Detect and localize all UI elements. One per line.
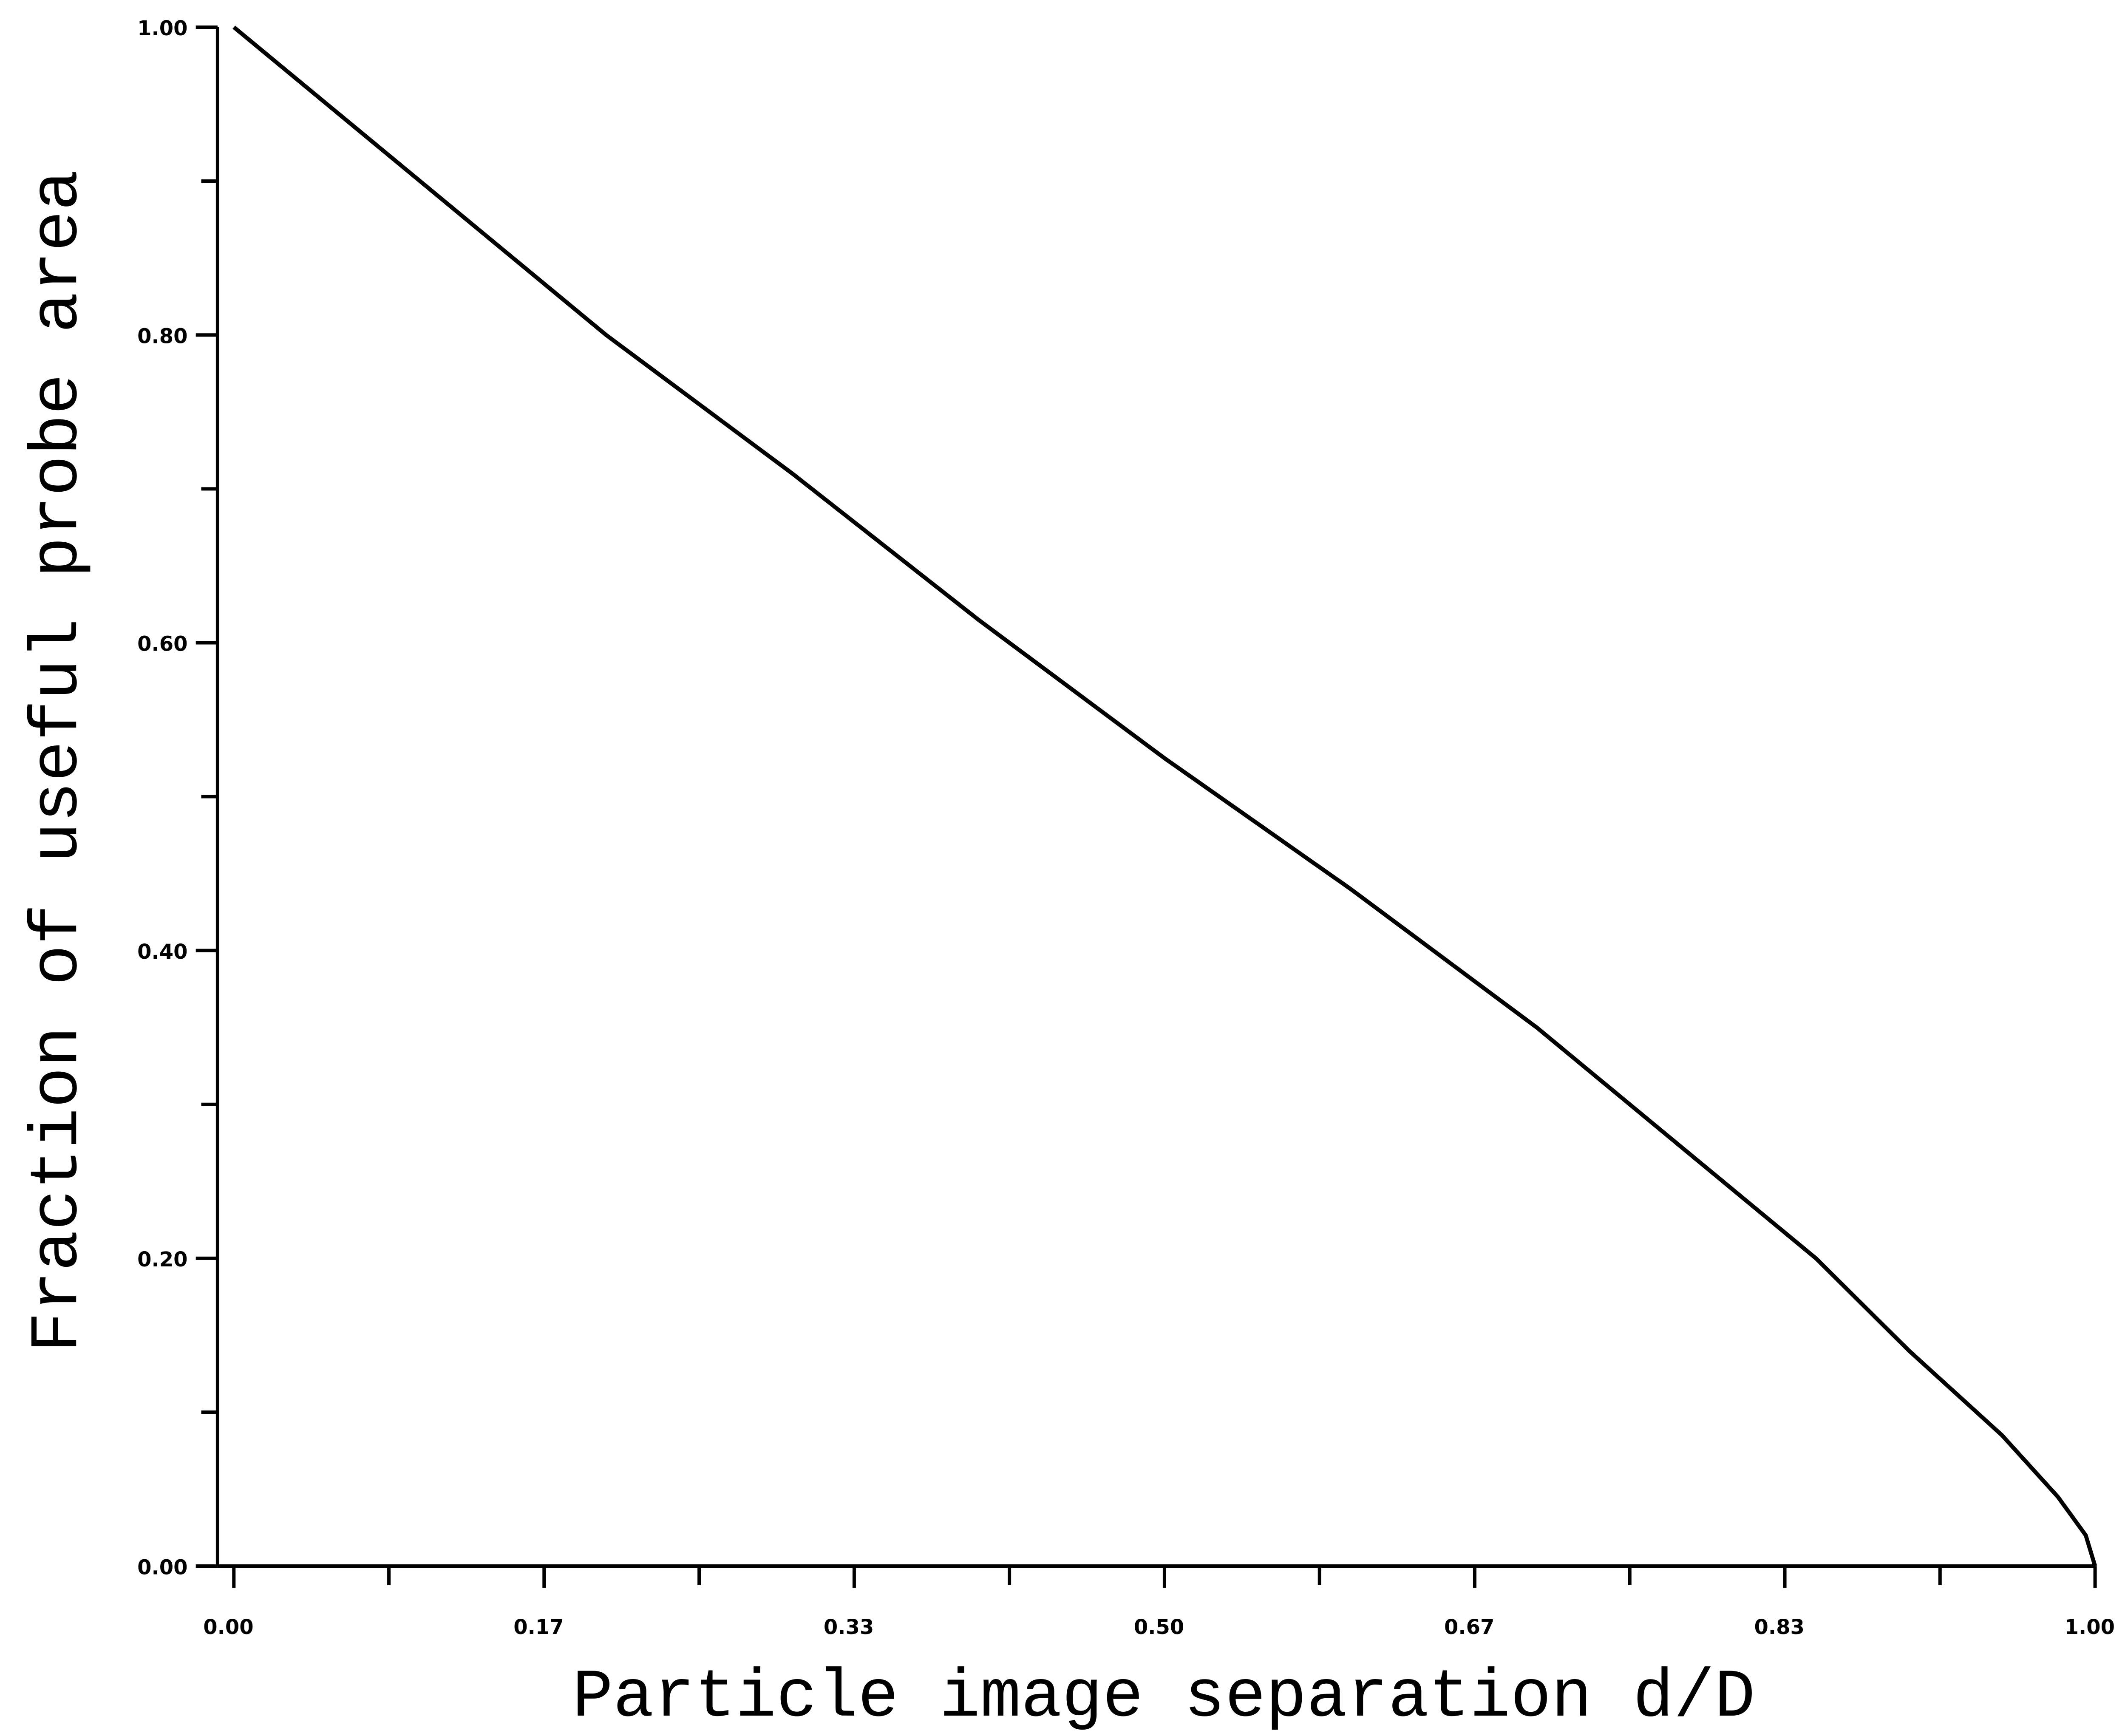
data-line — [232, 25, 2097, 1567]
y-tick-label: 1.00 — [137, 17, 187, 40]
y-tick-label: 0.80 — [137, 324, 187, 348]
x-tick-label: 0.67 — [1444, 1615, 1494, 1639]
x-tick-label: 1.00 — [2065, 1615, 2115, 1639]
y-tick-label: 0.60 — [137, 632, 187, 656]
y-tick-label: 0.00 — [137, 1555, 187, 1579]
x-tick-label: 0.83 — [1754, 1615, 1805, 1639]
y-tick-label: 0.20 — [137, 1248, 187, 1272]
x-tick-label: 0.00 — [203, 1615, 253, 1639]
x-axis-label: Particle image separation d/D — [572, 1660, 1755, 1736]
x-tick-label: 0.50 — [1134, 1615, 1184, 1639]
x-tick-label: 0.33 — [824, 1615, 874, 1639]
y-tick-label: 0.40 — [137, 940, 187, 964]
x-tick-label: 0.17 — [513, 1615, 564, 1639]
y-axis-label: Fraction of useful probe area — [20, 170, 97, 1353]
